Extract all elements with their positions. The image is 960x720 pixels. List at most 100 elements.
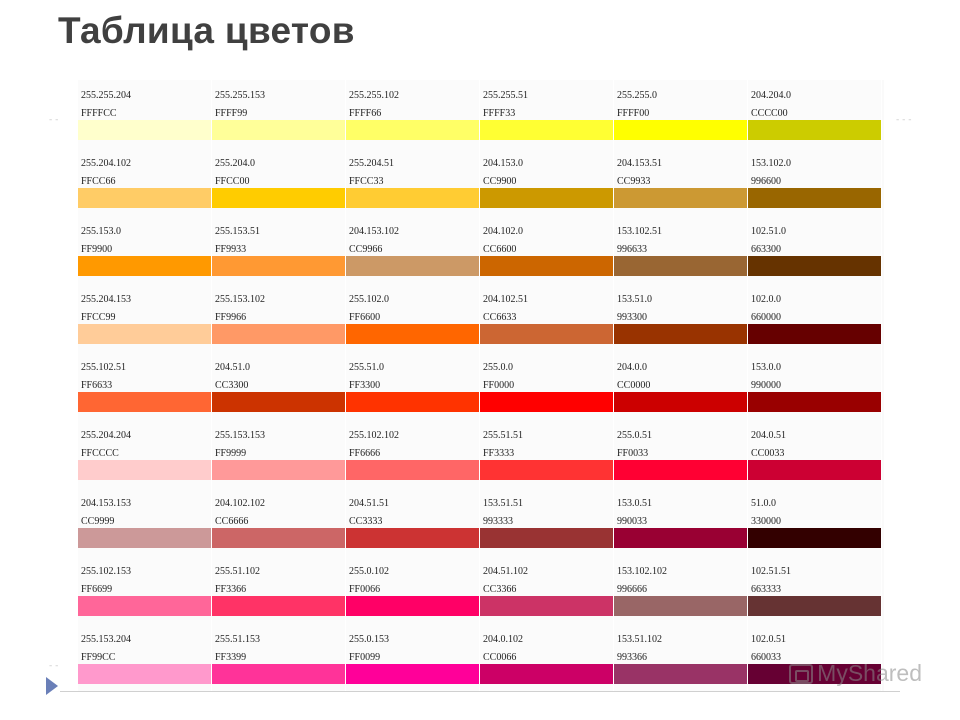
color-swatch-cell: 255.255.0 FFFF00 xyxy=(614,80,748,148)
swatch-rgb-label: 153.51.0 xyxy=(617,294,652,305)
color-swatch-cell: 255.153.204 FF99CC xyxy=(78,624,212,692)
color-swatch xyxy=(78,392,211,412)
color-swatch xyxy=(480,188,613,208)
swatch-hex-label: FFCC99 xyxy=(81,312,116,323)
swatch-hex-label: FF9966 xyxy=(215,312,247,323)
color-swatch-cell: 204.102.102 CC6666 xyxy=(212,488,346,556)
color-swatch xyxy=(346,188,479,208)
color-swatch xyxy=(614,392,747,412)
swatch-rgb-label: 255.204.204 xyxy=(81,430,131,441)
swatch-hex-label: CC6633 xyxy=(483,312,517,323)
swatch-rgb-label: 153.102.102 xyxy=(617,566,667,577)
swatch-hex-label: 330000 xyxy=(751,516,781,527)
nav-arrow-icon[interactable] xyxy=(46,677,58,695)
color-swatch-cell: 153.102.51 996633 xyxy=(614,216,748,284)
swatch-hex-label: CC3366 xyxy=(483,584,517,595)
color-swatch-cell: 204.153.153 CC9999 xyxy=(78,488,212,556)
color-swatch xyxy=(614,596,747,616)
swatch-hex-label: FF0000 xyxy=(483,380,515,391)
color-swatch xyxy=(748,596,881,616)
swatch-hex-label: FF99CC xyxy=(81,652,116,663)
swatch-rgb-label: 204.153.102 xyxy=(349,226,399,237)
swatch-hex-label: FF6600 xyxy=(349,312,381,323)
color-swatch xyxy=(346,460,479,480)
swatch-rgb-label: 204.153.0 xyxy=(483,158,523,169)
color-swatch xyxy=(614,120,747,140)
color-swatch xyxy=(212,528,345,548)
color-swatch xyxy=(78,664,211,684)
color-swatch-cell: 255.204.153 FFCC99 xyxy=(78,284,212,352)
color-swatch-cell: 255.204.51 FFCC33 xyxy=(346,148,480,216)
swatch-rgb-label: 255.51.102 xyxy=(215,566,260,577)
swatch-rgb-label: 255.51.51 xyxy=(483,430,523,441)
color-swatch-cell: 204.153.0 CC9900 xyxy=(480,148,614,216)
color-swatch-cell: 255.255.153 FFFF99 xyxy=(212,80,346,148)
swatch-hex-label: FF0033 xyxy=(617,448,649,459)
color-swatch xyxy=(480,460,613,480)
color-swatch xyxy=(346,528,479,548)
color-swatch-cell: 255.0.51 FF0033 xyxy=(614,420,748,488)
page-title: Таблица цветов xyxy=(58,10,355,51)
color-swatch xyxy=(212,460,345,480)
swatch-rgb-label: 153.0.51 xyxy=(617,498,652,509)
color-swatch-cell: 255.51.0 FF3300 xyxy=(346,352,480,420)
edge-mark-left-top: - - xyxy=(49,115,59,125)
swatch-rgb-label: 102.0.51 xyxy=(751,634,786,645)
color-swatch xyxy=(78,596,211,616)
color-swatch xyxy=(78,120,211,140)
color-swatch-cell: 204.51.0 CC3300 xyxy=(212,352,346,420)
color-swatch xyxy=(212,256,345,276)
swatch-rgb-label: 153.51.102 xyxy=(617,634,662,645)
swatch-rgb-label: 255.204.153 xyxy=(81,294,131,305)
color-swatch-cell: 255.153.153 FF9999 xyxy=(212,420,346,488)
swatch-hex-label: 993366 xyxy=(617,652,647,663)
color-swatch-cell: 204.51.51 CC3333 xyxy=(346,488,480,556)
color-swatch xyxy=(748,120,881,140)
swatch-hex-label: 996600 xyxy=(751,176,781,187)
color-swatch-cell: 153.102.0 996600 xyxy=(748,148,882,216)
color-swatch xyxy=(748,528,881,548)
swatch-rgb-label: 204.0.51 xyxy=(751,430,786,441)
swatch-hex-label: FFFFCC xyxy=(81,108,117,119)
color-swatch xyxy=(614,528,747,548)
swatch-rgb-label: 255.255.102 xyxy=(349,90,399,101)
swatch-hex-label: FF3333 xyxy=(483,448,515,459)
swatch-rgb-label: 255.102.153 xyxy=(81,566,131,577)
color-swatch xyxy=(614,324,747,344)
color-swatch xyxy=(480,664,613,684)
swatch-rgb-label: 255.0.0 xyxy=(483,362,513,373)
swatch-rgb-label: 204.153.153 xyxy=(81,498,131,509)
color-swatch xyxy=(78,324,211,344)
swatch-hex-label: FF3300 xyxy=(349,380,381,391)
color-swatch-cell: 102.0.0 660000 xyxy=(748,284,882,352)
color-swatch xyxy=(78,256,211,276)
color-table: 255.255.204 FFFFCC 255.255.153 FFFF99 255.25… xyxy=(78,80,884,692)
swatch-rgb-label: 255.102.0 xyxy=(349,294,389,305)
color-swatch-cell: 204.153.102 CC9966 xyxy=(346,216,480,284)
swatch-rgb-label: 204.0.102 xyxy=(483,634,523,645)
swatch-hex-label: CC3333 xyxy=(349,516,383,527)
swatch-rgb-label: 204.102.0 xyxy=(483,226,523,237)
color-swatch-cell: 51.0.0 330000 xyxy=(748,488,882,556)
swatch-hex-label: CC0000 xyxy=(617,380,651,391)
swatch-hex-label: FFCC33 xyxy=(349,176,384,187)
color-swatch-cell: 153.102.102 996666 xyxy=(614,556,748,624)
color-swatch xyxy=(78,188,211,208)
color-swatch xyxy=(480,392,613,412)
swatch-rgb-label: 255.102.51 xyxy=(81,362,126,373)
swatch-hex-label: 996666 xyxy=(617,584,647,595)
color-swatch-cell: 255.153.0 FF9900 xyxy=(78,216,212,284)
swatch-rgb-label: 153.51.51 xyxy=(483,498,523,509)
color-swatch xyxy=(212,188,345,208)
color-swatch-cell: 255.255.102 FFFF66 xyxy=(346,80,480,148)
swatch-hex-label: 993300 xyxy=(617,312,647,323)
color-swatch-cell: 153.51.102 993366 xyxy=(614,624,748,692)
swatch-hex-label: CC9900 xyxy=(483,176,517,187)
swatch-hex-label: CC9999 xyxy=(81,516,115,527)
swatch-hex-label: FF6633 xyxy=(81,380,113,391)
swatch-hex-label: FFFF99 xyxy=(215,108,248,119)
color-swatch xyxy=(78,528,211,548)
swatch-hex-label: FFCC66 xyxy=(81,176,116,187)
color-swatch-cell: 153.0.0 990000 xyxy=(748,352,882,420)
color-swatch-cell: 102.51.0 663300 xyxy=(748,216,882,284)
